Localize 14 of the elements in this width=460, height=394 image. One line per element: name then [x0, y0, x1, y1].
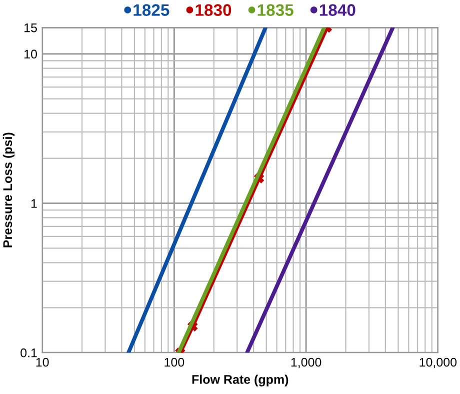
x-tick-label: 10 [36, 358, 49, 367]
legend-label: 1835 [258, 4, 294, 16]
y-tick-label: 15 [24, 24, 37, 32]
legend-label: 1840 [320, 4, 356, 16]
legend-label: 1825 [134, 4, 170, 16]
y-tick-label: 1 [31, 199, 37, 208]
y-axis-title: Pressure Loss (psi) [2, 132, 15, 248]
y-tick-label: 10 [24, 50, 37, 59]
x-tick-label: 100 [164, 358, 184, 367]
y-tick-label: 0.1 [20, 348, 37, 358]
x-axis-title: Flow Rate (gpm) [192, 374, 288, 386]
x-tick-label: 10,000 [420, 358, 457, 368]
legend-label: 1830 [196, 4, 232, 16]
x-tick-label: 1,000 [291, 358, 322, 368]
